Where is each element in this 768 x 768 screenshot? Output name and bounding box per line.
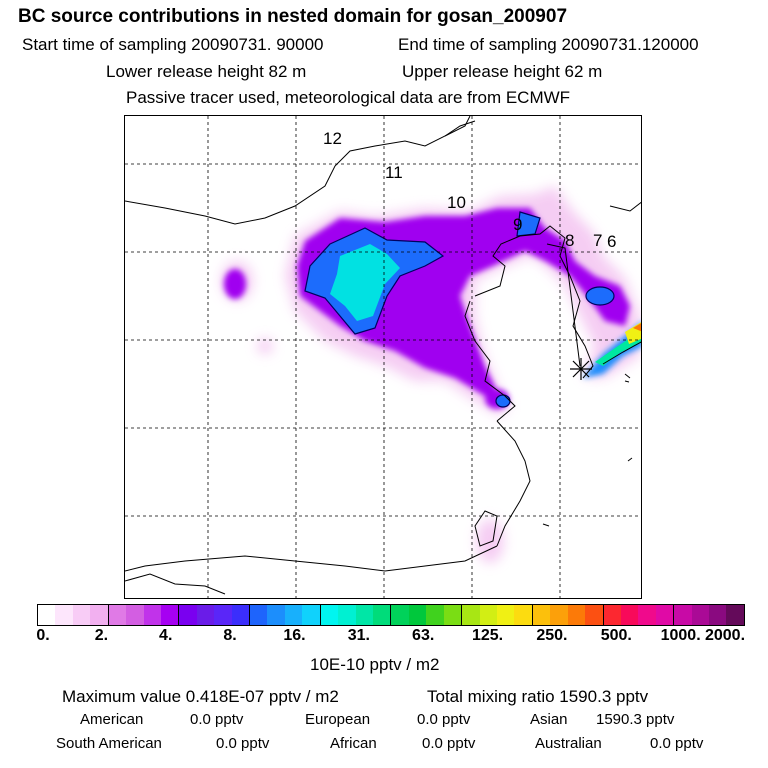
colorbar-segment — [638, 605, 656, 625]
colorbar-segment — [603, 605, 621, 625]
colorbar-segment — [214, 605, 232, 625]
colorbar-tick-label: 2. — [94, 627, 109, 644]
colorbar-tick-label: 0. — [36, 627, 50, 644]
colorbar-tick-label: 1000. — [660, 627, 701, 644]
time-label-12: 12 — [323, 129, 342, 148]
region-value-south-american: 0.0 pptv — [216, 735, 270, 752]
region-value-australian: 0.0 pptv — [650, 735, 704, 752]
plume-cyan — [330, 244, 400, 321]
end-time-label: End time of sampling 20090731.120000 — [398, 35, 699, 54]
colorbar-segment — [550, 605, 568, 625]
region-name-african: African — [330, 735, 377, 752]
colorbar-tick-label: 16. — [283, 627, 306, 644]
colorbar-tick-label: 500. — [600, 627, 632, 644]
time-label-6: 6 — [607, 232, 616, 251]
colorbar-segment — [55, 605, 73, 625]
time-labels: 12 11 10 9 8 7 6 — [323, 129, 616, 251]
colorbar-segment — [250, 605, 268, 625]
lower-height-label: Lower release height 82 m — [106, 62, 307, 81]
colorbar-segment — [514, 605, 533, 625]
region-name-european: European — [305, 711, 371, 728]
time-label-8: 8 — [565, 231, 574, 250]
tracer-note: Passive tracer used, meteorological data… — [126, 88, 571, 107]
colorbar-tick-label: 2000. — [704, 627, 746, 644]
colorbar-tick-label: 8. — [223, 627, 237, 644]
colorbar-segment — [709, 605, 727, 625]
map-canvas: 12 11 10 9 8 7 6 — [125, 116, 641, 598]
colorbar — [37, 604, 745, 626]
colorbar-segment — [355, 605, 374, 625]
region-name-american: American — [80, 711, 144, 728]
time-label-9: 9 — [513, 215, 522, 234]
colorbar-segment — [126, 605, 144, 625]
colorbar-segment — [179, 605, 197, 625]
upper-height-label: Upper release height 62 m — [402, 62, 603, 81]
colorbar-segment — [38, 605, 56, 625]
star-marker-icon — [570, 358, 592, 380]
region-name-south-american: South American — [56, 735, 162, 752]
colorbar-segment — [620, 605, 639, 625]
colorbar-segment — [284, 605, 303, 625]
region-value-european: 0.0 pptv — [417, 711, 471, 728]
colorbar-segment — [267, 605, 285, 625]
colorbar-segment — [196, 605, 215, 625]
colorbar-segment — [479, 605, 497, 625]
colorbar-segment — [143, 605, 161, 625]
colorbar-segment — [443, 605, 463, 625]
colorbar-segment — [567, 605, 586, 625]
colorbar-segment — [160, 605, 180, 625]
time-label-11: 11 — [385, 163, 403, 182]
max-value-label: Maximum value 0.418E-07 pptv / m2 — [62, 687, 339, 706]
time-label-10: 10 — [447, 193, 466, 212]
colorbar-segment — [231, 605, 251, 625]
colorbar-segment — [373, 605, 392, 625]
colorbar-segment — [391, 605, 409, 625]
region-name-australian: Australian — [535, 735, 602, 752]
colorbar-tick-label: 31. — [347, 627, 370, 644]
total-mixing-ratio: Total mixing ratio 1590.3 pptv — [427, 687, 649, 706]
colorbar-tick-label: 125. — [471, 627, 504, 644]
colorbar-segment — [408, 605, 427, 625]
colorbar-segment — [426, 605, 444, 625]
colorbar-segment — [338, 605, 356, 625]
colorbar-tick-label: 4. — [159, 627, 173, 644]
colorbar-tick-label: 63. — [412, 627, 435, 644]
region-value-american: 0.0 pptv — [190, 711, 244, 728]
colorbar-segment — [674, 605, 692, 625]
colorbar-segment — [108, 605, 127, 625]
time-label-7: 7 — [593, 231, 602, 250]
colorbar-segment — [691, 605, 710, 625]
coastlines — [125, 116, 641, 595]
region-value-african: 0.0 pptv — [422, 735, 476, 752]
page-title: BC source contributions in nested domain… — [18, 6, 568, 27]
colorbar-segment — [90, 605, 109, 625]
colorbar-segment — [585, 605, 604, 625]
colorbar-segment — [320, 605, 339, 625]
start-time-label: Start time of sampling 20090731. 90000 — [22, 35, 324, 54]
region-name-asian: Asian — [530, 711, 568, 728]
colorbar-segment — [532, 605, 551, 625]
grid-lines — [125, 116, 641, 598]
colorbar-segment — [72, 605, 91, 625]
colorbar-segment — [302, 605, 321, 625]
colorbar-unit: 10E-10 pptv / m2 — [310, 655, 440, 674]
plume-receptor-band — [583, 322, 641, 378]
colorbar-segment — [726, 605, 744, 625]
region-value-asian: 1590.3 pptv — [596, 711, 675, 728]
colorbar-segment — [655, 605, 675, 625]
map-panel: 12 11 10 9 8 7 6 — [124, 115, 642, 599]
colorbar-segment — [496, 605, 515, 625]
trajectory — [546, 243, 581, 367]
colorbar-segment — [462, 605, 480, 625]
colorbar-tick-label: 250. — [536, 627, 568, 644]
